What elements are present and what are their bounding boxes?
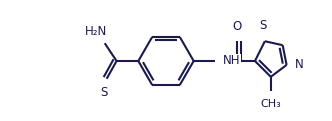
Text: H₂N: H₂N <box>85 25 107 38</box>
Text: NH: NH <box>223 54 241 68</box>
Text: CH₃: CH₃ <box>260 99 281 109</box>
Text: S: S <box>259 19 267 32</box>
Text: S: S <box>100 86 108 99</box>
Text: N: N <box>294 58 303 71</box>
Text: O: O <box>232 20 242 33</box>
